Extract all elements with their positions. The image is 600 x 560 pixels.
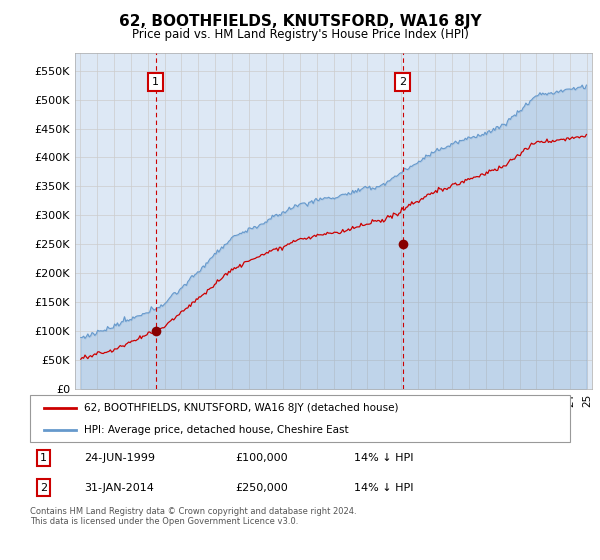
- Text: 1: 1: [40, 453, 47, 463]
- FancyBboxPatch shape: [30, 395, 570, 442]
- Text: £250,000: £250,000: [235, 483, 288, 493]
- Text: Price paid vs. HM Land Registry's House Price Index (HPI): Price paid vs. HM Land Registry's House …: [131, 28, 469, 41]
- Text: 14% ↓ HPI: 14% ↓ HPI: [354, 453, 413, 463]
- Text: Contains HM Land Registry data © Crown copyright and database right 2024.
This d: Contains HM Land Registry data © Crown c…: [30, 507, 356, 526]
- Text: HPI: Average price, detached house, Cheshire East: HPI: Average price, detached house, Ches…: [84, 424, 349, 435]
- Text: 2: 2: [40, 483, 47, 493]
- Text: 2: 2: [399, 77, 406, 87]
- Text: 31-JAN-2014: 31-JAN-2014: [84, 483, 154, 493]
- Text: 62, BOOTHFIELDS, KNUTSFORD, WA16 8JY: 62, BOOTHFIELDS, KNUTSFORD, WA16 8JY: [119, 14, 481, 29]
- Text: 24-JUN-1999: 24-JUN-1999: [84, 453, 155, 463]
- Text: 62, BOOTHFIELDS, KNUTSFORD, WA16 8JY (detached house): 62, BOOTHFIELDS, KNUTSFORD, WA16 8JY (de…: [84, 403, 398, 413]
- Text: 1: 1: [152, 77, 159, 87]
- Text: £100,000: £100,000: [235, 453, 288, 463]
- Text: 14% ↓ HPI: 14% ↓ HPI: [354, 483, 413, 493]
